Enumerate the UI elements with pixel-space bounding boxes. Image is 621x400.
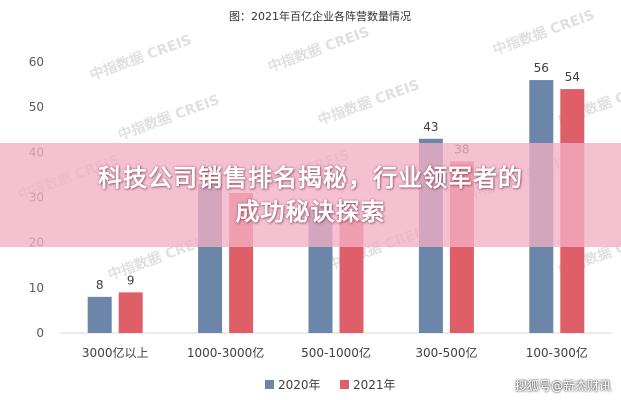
bar-2021 xyxy=(118,292,143,333)
bar-value-label: 56 xyxy=(534,61,549,75)
legend: 2020年 2021年 xyxy=(265,378,396,392)
watermark-text: 中指数据 CREIS xyxy=(491,6,597,59)
chart-title: 图：2021年百亿企业各阵营数量情况 xyxy=(229,9,411,23)
y-tick-label: 50 xyxy=(29,100,44,114)
x-tick-label: 100-300亿 xyxy=(526,345,588,360)
watermark-text: 中指数据 CREIS xyxy=(266,23,372,76)
x-tick-label: 3000亿以上 xyxy=(82,345,149,360)
legend-label: 2021年 xyxy=(353,378,396,392)
headline-banner: 科技公司销售排名揭秘，行业领军者的 成功秘诀探索 xyxy=(0,143,621,247)
source-credit: 搜狐号@新杰财讯 xyxy=(514,379,611,393)
x-tick-label: 1000-3000亿 xyxy=(187,345,264,360)
bar-value-label: 8 xyxy=(96,278,104,292)
bar-2020 xyxy=(87,296,112,333)
legend-swatch xyxy=(265,380,274,389)
bar-value-label: 9 xyxy=(127,273,135,287)
x-tick-label: 300-500亿 xyxy=(415,345,477,360)
legend-label: 2020年 xyxy=(278,378,321,392)
y-tick-label: 10 xyxy=(29,281,44,295)
y-tick-label: 0 xyxy=(36,326,44,340)
headline-line-2: 成功秘诀探索 xyxy=(235,198,386,226)
watermark-text: 中指数据 CREIS xyxy=(88,31,194,84)
bar-value-label: 54 xyxy=(565,70,580,84)
y-tick-label: 60 xyxy=(29,55,44,69)
legend-swatch xyxy=(340,380,349,389)
x-axis: 3000亿以上 1000-3000亿 500-1000亿 300-500亿 100-30… xyxy=(82,345,588,360)
bar-value-label: 43 xyxy=(423,120,438,134)
headline-line-1: 科技公司销售排名揭秘，行业领军者的 xyxy=(98,164,523,192)
watermark-text: 中指数据 CREIS xyxy=(316,76,422,129)
x-tick-label: 500-1000亿 xyxy=(301,345,371,360)
watermark-text: 中指数据 CREIS xyxy=(116,91,222,144)
